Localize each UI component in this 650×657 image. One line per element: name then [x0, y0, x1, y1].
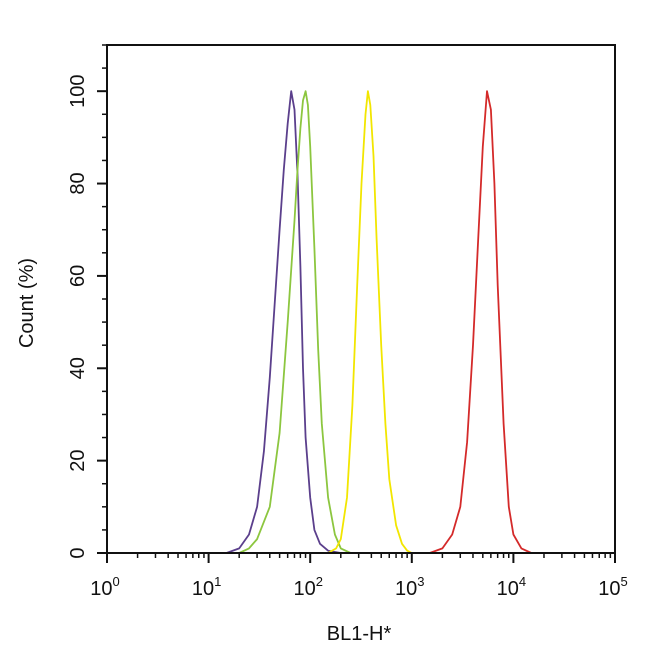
histogram-curve-1 [226, 90, 341, 554]
histogram-curves [226, 90, 532, 554]
y-tick-label: 80 [67, 172, 89, 194]
plot-frame [106, 44, 616, 554]
histogram-curve-2 [238, 90, 351, 554]
x-tick-label: 103 [395, 574, 424, 600]
y-tick-label: 0 [67, 547, 89, 558]
y-axis-title: Count (%) [16, 258, 38, 348]
x-tick-label: 100 [90, 574, 119, 600]
y-tick-label: 60 [67, 265, 89, 287]
x-axis-title: BL1-H* [327, 623, 392, 645]
x-tick-label: 105 [598, 574, 627, 600]
y-tick-label: 20 [67, 450, 89, 472]
y-tick-label: 100 [67, 74, 89, 107]
x-tick-label: 102 [293, 574, 322, 600]
y-axis-ticks: 0 20 40 60 80 100 [67, 44, 107, 559]
x-tick-label: 104 [497, 574, 526, 600]
x-axis-ticks: 100 101 102 103 104 105 [90, 553, 628, 600]
histogram-curve-3 [327, 90, 413, 554]
histogram-curve-4 [429, 90, 532, 554]
y-tick-label: 40 [67, 357, 89, 379]
x-tick-label: 101 [192, 574, 221, 600]
